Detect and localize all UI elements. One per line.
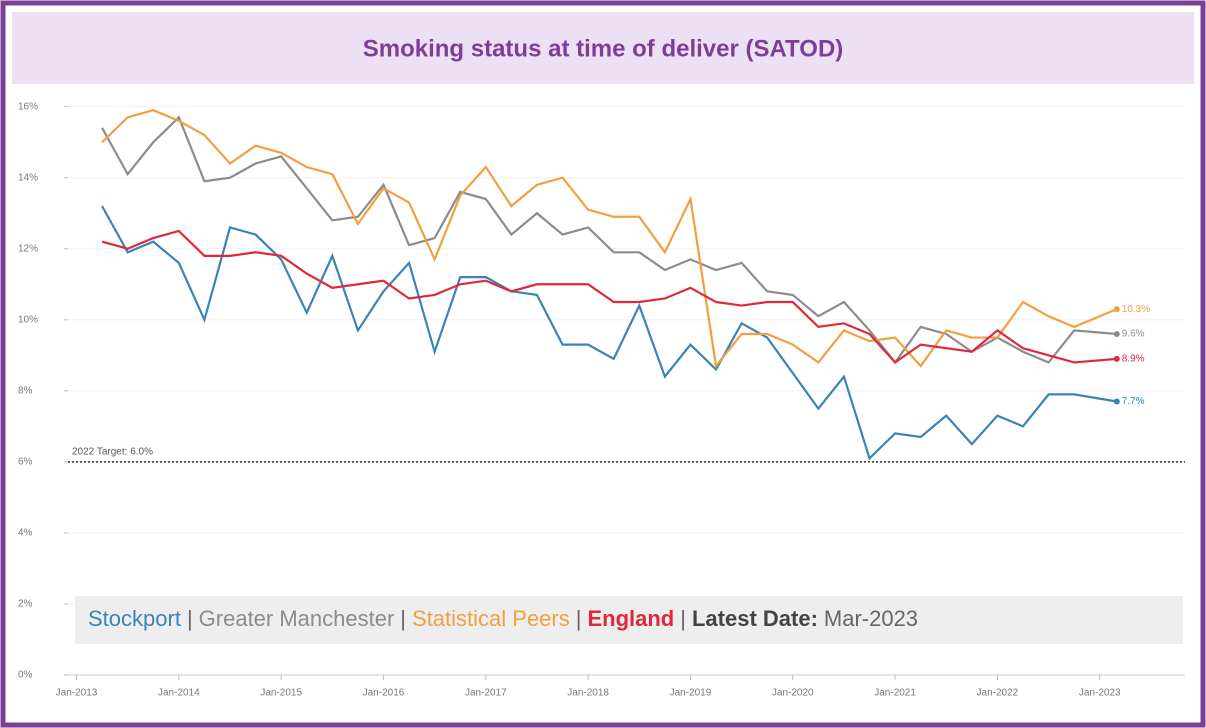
series-line (101, 115, 1117, 365)
end-point (1113, 330, 1120, 337)
end-point (1113, 398, 1120, 405)
target-label: 2022 Target: 6.0% (72, 447, 153, 458)
x-tick-label: Jan-2019 (670, 688, 712, 699)
legend-entry: England (587, 606, 674, 631)
end-label: 9.6% (1122, 329, 1145, 340)
end-label: 10.3% (1122, 304, 1150, 315)
x-tick-label: Jan-2013 (56, 688, 98, 699)
y-tick-label: 14% (18, 172, 38, 183)
y-tick-label: 4% (18, 528, 33, 539)
y-tick-label: 0% (18, 670, 33, 681)
title-bar (12, 12, 1194, 84)
end-label: 8.9% (1122, 353, 1145, 364)
series-line (101, 229, 1117, 364)
legend-separator: | (400, 606, 406, 631)
y-tick-label: 6% (18, 457, 33, 468)
y-tick-label: 12% (18, 243, 38, 254)
legend-entry: Statistical Peers (412, 606, 570, 631)
end-point (1113, 306, 1120, 313)
y-tick-label: 10% (18, 314, 38, 325)
x-tick-label: Jan-2016 (363, 688, 405, 699)
x-tick-label: Jan-2022 (977, 688, 1019, 699)
legend-entry: Stockport (88, 606, 181, 631)
x-tick-label: Jan-2015 (260, 688, 302, 699)
legend-entry: : (811, 606, 818, 631)
x-tick-label: Jan-2014 (158, 688, 200, 699)
x-tick-label: Jan-2020 (772, 688, 814, 699)
legend-separator: | (680, 606, 686, 631)
y-tick-label: 16% (18, 101, 38, 112)
end-label: 7.7% (1122, 396, 1145, 407)
legend-entry: Latest Date (692, 606, 811, 631)
x-tick-label: Jan-2017 (465, 688, 507, 699)
legend-separator: | (576, 606, 582, 631)
chart-title: Smoking status at time of deliver (SATOD… (363, 35, 844, 62)
y-tick-label: 8% (18, 385, 33, 396)
x-tick-label: Jan-2023 (1079, 688, 1121, 699)
end-point (1113, 355, 1120, 362)
x-tick-label: Jan-2018 (567, 688, 609, 699)
legend-separator: | (187, 606, 193, 631)
legend-entry: Greater Manchester (199, 606, 395, 631)
legend-entry: Mar-2023 (824, 606, 918, 631)
x-tick-label: Jan-2021 (874, 688, 916, 699)
y-tick-label: 2% (18, 599, 33, 610)
series-line (101, 205, 1117, 461)
series-line (101, 109, 1118, 369)
legend: Stockport | Greater Manchester | Statistical… (88, 606, 918, 631)
